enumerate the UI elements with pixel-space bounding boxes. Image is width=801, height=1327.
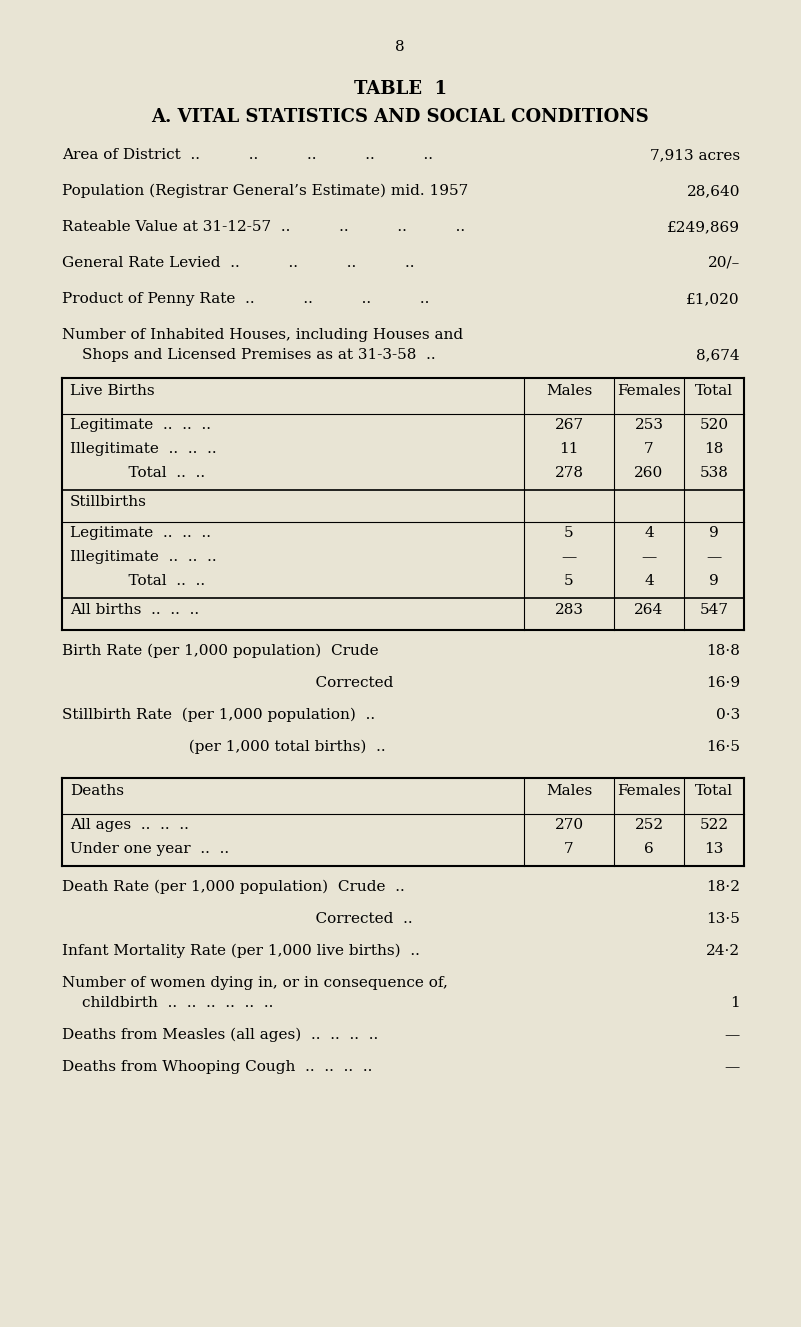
Text: 11: 11 xyxy=(559,442,579,456)
Text: 6: 6 xyxy=(644,843,654,856)
Text: 9: 9 xyxy=(709,575,718,588)
Text: Total: Total xyxy=(695,784,733,798)
Text: Stillbirth Rate  (per 1,000 population)  ..: Stillbirth Rate (per 1,000 population) .… xyxy=(62,709,375,722)
Text: —: — xyxy=(706,549,722,564)
Text: 8: 8 xyxy=(395,40,405,54)
Text: Number of Inhabited Houses, including Houses and: Number of Inhabited Houses, including Ho… xyxy=(62,328,463,342)
Text: Corrected: Corrected xyxy=(62,675,393,690)
Text: 13·5: 13·5 xyxy=(706,912,740,926)
Text: 538: 538 xyxy=(699,466,728,480)
Text: 20/–: 20/– xyxy=(708,256,740,269)
Text: 7,913 acres: 7,913 acres xyxy=(650,149,740,162)
Text: 283: 283 xyxy=(554,602,583,617)
Text: 4: 4 xyxy=(644,525,654,540)
Text: Infant Mortality Rate (per 1,000 live births)  ..: Infant Mortality Rate (per 1,000 live bi… xyxy=(62,943,420,958)
Text: Illegitimate  ..  ..  ..: Illegitimate .. .. .. xyxy=(70,549,216,564)
Text: £1,020: £1,020 xyxy=(686,292,740,307)
Text: Number of women dying in, or in consequence of,: Number of women dying in, or in conseque… xyxy=(62,975,448,990)
Text: Live Births: Live Births xyxy=(70,384,155,398)
Text: Illegitimate  ..  ..  ..: Illegitimate .. .. .. xyxy=(70,442,216,456)
Text: 9: 9 xyxy=(709,525,718,540)
Text: General Rate Levied  ..          ..          ..          ..: General Rate Levied .. .. .. .. xyxy=(62,256,414,269)
Text: Females: Females xyxy=(618,384,681,398)
Text: Stillbirths: Stillbirths xyxy=(70,495,147,510)
Text: 16·5: 16·5 xyxy=(706,740,740,754)
Text: Legitimate  ..  ..  ..: Legitimate .. .. .. xyxy=(70,525,211,540)
Text: 4: 4 xyxy=(644,575,654,588)
Text: —: — xyxy=(725,1060,740,1074)
Text: 24·2: 24·2 xyxy=(706,943,740,958)
Text: TABLE  1: TABLE 1 xyxy=(353,80,446,98)
Text: Shops and Licensed Premises as at 31-3-58  ..: Shops and Licensed Premises as at 31-3-5… xyxy=(82,348,436,362)
Text: Total  ..  ..: Total .. .. xyxy=(70,575,205,588)
Text: A. VITAL STATISTICS AND SOCIAL CONDITIONS: A. VITAL STATISTICS AND SOCIAL CONDITION… xyxy=(151,107,649,126)
Text: 522: 522 xyxy=(699,817,729,832)
Text: Death Rate (per 1,000 population)  Crude  ..: Death Rate (per 1,000 population) Crude … xyxy=(62,880,405,894)
Text: Females: Females xyxy=(618,784,681,798)
Text: Under one year  ..  ..: Under one year .. .. xyxy=(70,843,229,856)
Text: 5: 5 xyxy=(564,525,574,540)
Text: childbirth  ..  ..  ..  ..  ..  ..: childbirth .. .. .. .. .. .. xyxy=(82,997,273,1010)
Text: 267: 267 xyxy=(554,418,584,433)
Text: 8,674: 8,674 xyxy=(696,348,740,362)
Text: 7: 7 xyxy=(564,843,574,856)
Text: Males: Males xyxy=(545,784,592,798)
Text: —: — xyxy=(642,549,657,564)
Text: Deaths from Measles (all ages)  ..  ..  ..  ..: Deaths from Measles (all ages) .. .. .. … xyxy=(62,1028,378,1043)
Text: 7: 7 xyxy=(644,442,654,456)
Text: 13: 13 xyxy=(704,843,723,856)
Text: —: — xyxy=(725,1028,740,1042)
Text: 253: 253 xyxy=(634,418,663,433)
Text: 278: 278 xyxy=(554,466,583,480)
Text: Total: Total xyxy=(695,384,733,398)
Text: Population (Registrar General’s Estimate) mid. 1957: Population (Registrar General’s Estimate… xyxy=(62,184,469,199)
Text: 260: 260 xyxy=(634,466,663,480)
Text: Males: Males xyxy=(545,384,592,398)
Text: 547: 547 xyxy=(699,602,728,617)
Text: 520: 520 xyxy=(699,418,729,433)
Text: All ages  ..  ..  ..: All ages .. .. .. xyxy=(70,817,189,832)
Text: —: — xyxy=(562,549,577,564)
Text: Rateable Value at 31-12-57  ..          ..          ..          ..: Rateable Value at 31-12-57 .. .. .. .. xyxy=(62,220,465,234)
Text: Deaths from Whooping Cough  ..  ..  ..  ..: Deaths from Whooping Cough .. .. .. .. xyxy=(62,1060,372,1074)
Text: 18: 18 xyxy=(704,442,723,456)
Text: 28,640: 28,640 xyxy=(686,184,740,198)
Text: Birth Rate (per 1,000 population)  Crude: Birth Rate (per 1,000 population) Crude xyxy=(62,644,379,658)
Text: 1: 1 xyxy=(731,997,740,1010)
Text: 18·8: 18·8 xyxy=(706,644,740,658)
Text: Total  ..  ..: Total .. .. xyxy=(70,466,205,480)
Text: £249,869: £249,869 xyxy=(667,220,740,234)
Text: 16·9: 16·9 xyxy=(706,675,740,690)
Text: Legitimate  ..  ..  ..: Legitimate .. .. .. xyxy=(70,418,211,433)
Text: Deaths: Deaths xyxy=(70,784,124,798)
Text: All births  ..  ..  ..: All births .. .. .. xyxy=(70,602,199,617)
Text: Product of Penny Rate  ..          ..          ..          ..: Product of Penny Rate .. .. .. .. xyxy=(62,292,429,307)
Text: Area of District  ..          ..          ..          ..          ..: Area of District .. .. .. .. .. xyxy=(62,149,433,162)
Text: 5: 5 xyxy=(564,575,574,588)
Text: 264: 264 xyxy=(634,602,663,617)
Text: 252: 252 xyxy=(634,817,663,832)
Text: 0·3: 0·3 xyxy=(716,709,740,722)
Text: (per 1,000 total births)  ..: (per 1,000 total births) .. xyxy=(62,740,385,754)
Text: 18·2: 18·2 xyxy=(706,880,740,894)
Text: 270: 270 xyxy=(554,817,584,832)
Text: Corrected  ..: Corrected .. xyxy=(62,912,413,926)
